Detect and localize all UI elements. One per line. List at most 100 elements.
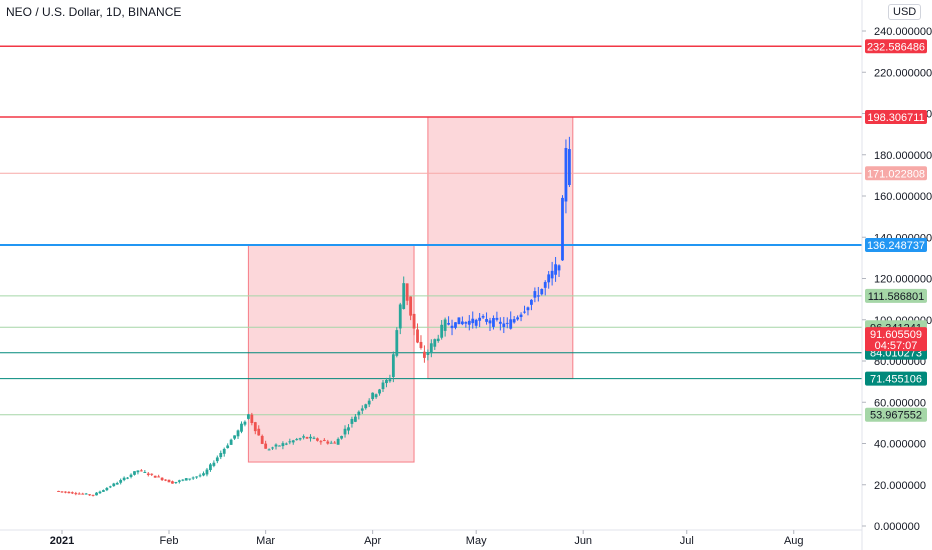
x-tick-label-apr: Apr: [364, 535, 381, 547]
chart-title: NEO / U.S. Dollar, 1D, BINANCE: [6, 5, 182, 19]
candle-body: [126, 477, 129, 479]
candle-body: [229, 439, 233, 445]
price-axis[interactable]: 0.00000020.00000040.00000060.00000080.00…: [862, 26, 932, 533]
candle-body: [440, 324, 444, 338]
price-tags: 232.586486 198.306711 171.022808 136.248737…: [865, 39, 927, 422]
candle-body: [119, 480, 123, 483]
candle-body: [274, 444, 278, 447]
time-axis[interactable]: 2021 Feb Mar Apr May Jun Jul Aug: [50, 530, 804, 547]
candle-body: [561, 197, 564, 261]
price-tag-label: 198.306711: [867, 112, 924, 124]
candle-body: [498, 321, 502, 324]
candle-body: [419, 341, 423, 348]
candle-body: [108, 486, 112, 488]
candle-body: [464, 322, 468, 324]
candle-body: [536, 295, 540, 297]
candle-body: [288, 441, 292, 443]
candle-body: [488, 320, 492, 324]
candle-body: [519, 314, 523, 318]
candle-body: [333, 442, 337, 444]
candle-body: [122, 477, 126, 481]
candle-body: [540, 289, 544, 295]
x-tick-label-feb: Feb: [160, 535, 179, 547]
candle-body: [143, 471, 147, 473]
zone-2: [427, 116, 574, 380]
candle-body: [150, 473, 154, 475]
candle-body: [222, 448, 226, 454]
candle-body: [564, 147, 568, 202]
price-tag-2: [865, 109, 927, 124]
candle-body: [526, 307, 530, 311]
candle-body: [557, 265, 561, 271]
candle-body: [115, 482, 119, 485]
candle-body: [319, 441, 323, 443]
horizontal-levels: [0, 45, 862, 416]
candle-body: [271, 447, 274, 449]
candle-body: [212, 462, 216, 466]
zone-1: [247, 244, 415, 463]
candle-body: [233, 435, 236, 439]
candle-body: [357, 411, 361, 416]
y-tick-label: 240.000000: [874, 26, 932, 38]
candle-body: [492, 318, 495, 327]
candle-body: [533, 291, 537, 298]
candle-body: [146, 473, 150, 475]
candle-body: [523, 311, 526, 313]
candle-body: [447, 323, 450, 325]
candle-body: [329, 442, 333, 444]
currency-button[interactable]: USD: [888, 4, 922, 20]
candle-body: [567, 149, 571, 185]
y-tick-label: 60.000000: [874, 397, 926, 409]
candle-body: [381, 382, 385, 390]
candle-body: [516, 317, 520, 320]
candle-body: [443, 319, 447, 331]
candle-body: [388, 379, 392, 382]
candle-body: [322, 439, 326, 441]
candle-body: [236, 430, 240, 437]
candle-body: [253, 422, 257, 432]
price-tag-9: [865, 407, 927, 422]
price-tag-5: [865, 288, 927, 303]
candle-body: [371, 392, 375, 400]
candle-body: [174, 481, 178, 483]
candle-body: [454, 322, 457, 328]
candle-body: [67, 491, 71, 494]
candle-body: [98, 491, 102, 494]
candle-body: [164, 479, 167, 481]
candle-body: [550, 270, 554, 279]
candle-body: [198, 475, 202, 477]
candle-body: [91, 494, 95, 496]
price-tag-label: 111.586801: [868, 291, 924, 303]
candle-body: [402, 283, 406, 309]
candle-body: [340, 435, 343, 439]
price-tag-label: 71.455106: [870, 374, 922, 386]
candle-body: [547, 274, 551, 283]
last-price-label: 91.605509: [870, 329, 922, 341]
x-tick-label-jul: Jul: [680, 535, 694, 547]
y-tick-label: 0.000000: [874, 521, 920, 533]
candle-body: [364, 404, 368, 409]
candle-body: [202, 473, 205, 476]
candle-body: [215, 457, 219, 462]
price-tag-label: 53.967552: [870, 410, 922, 422]
candle-body: [153, 475, 157, 478]
candle-body: [395, 330, 399, 356]
candle-body: [429, 343, 433, 354]
bar-countdown-label: 04:57:07: [875, 340, 918, 352]
candle-body: [64, 491, 67, 493]
range-zones: [247, 116, 574, 463]
candle-body: [243, 421, 247, 425]
candle-body: [405, 283, 409, 301]
candle-body: [467, 320, 471, 325]
candle-body: [209, 464, 212, 471]
candle-body: [191, 477, 195, 479]
candle-body: [495, 317, 499, 320]
candle-body: [298, 438, 302, 440]
candle-body: [260, 435, 264, 444]
candle-body: [426, 352, 430, 356]
candle-body: [184, 478, 188, 481]
candle-body: [416, 329, 419, 343]
candle-body: [250, 414, 254, 424]
candle-body: [84, 493, 88, 495]
